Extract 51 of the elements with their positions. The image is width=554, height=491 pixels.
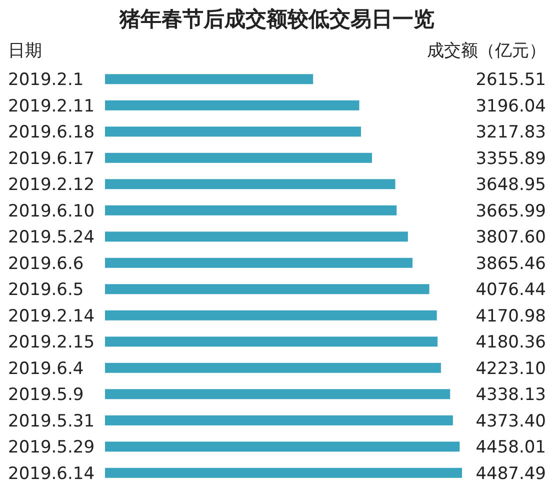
y-tick-label: 2019.2.14	[8, 306, 95, 326]
bar	[105, 179, 396, 190]
bar	[105, 152, 372, 163]
bar	[105, 468, 462, 478]
bar	[105, 258, 413, 268]
bar	[105, 310, 437, 320]
data-label: 4338.13	[476, 385, 546, 406]
y-tick-label: 2019.6.6	[8, 254, 84, 274]
data-label: 3648.95	[476, 175, 546, 196]
y-tick-label: 2019.6.4	[8, 358, 84, 379]
bar	[105, 442, 460, 452]
y-axis-title: 日期	[8, 41, 42, 61]
chart-title: 猪年春节后成交额较低交易日一览	[118, 7, 434, 31]
y-tick-label: 2019.5.24	[8, 228, 95, 248]
y-tick-label: 2019.6.10	[8, 201, 95, 222]
bar	[105, 362, 441, 373]
bar	[105, 74, 314, 84]
y-tick-label: 2019.6.5	[8, 280, 84, 300]
y-tick-label: 2019.2.1	[8, 70, 84, 90]
y-tick-label: 2019.5.29	[8, 438, 95, 458]
bar	[105, 100, 360, 110]
y-tick-label: 2019.6.14	[8, 464, 95, 484]
data-label: 3665.99	[476, 201, 546, 222]
data-label: 4170.98	[476, 306, 546, 326]
bar	[105, 232, 408, 242]
data-label: 4373.40	[476, 411, 546, 432]
bar	[105, 284, 430, 294]
bar	[105, 389, 450, 400]
data-label: 3865.46	[476, 254, 546, 274]
data-label: 4180.36	[476, 332, 546, 353]
data-label: 3217.83	[476, 122, 546, 143]
data-label: 4458.01	[476, 438, 546, 458]
x-axis-title: 成交额（亿元）	[427, 41, 546, 61]
y-tick-label: 2019.2.11	[8, 96, 95, 116]
data-label: 3355.89	[476, 148, 546, 169]
bar	[105, 126, 361, 137]
bar	[105, 415, 453, 426]
data-label: 3196.04	[476, 96, 546, 116]
y-tick-label: 2019.2.15	[8, 332, 95, 353]
y-tick-label: 2019.2.12	[8, 175, 95, 196]
bar	[105, 205, 397, 216]
y-tick-label: 2019.6.17	[8, 148, 95, 169]
bar	[105, 336, 438, 347]
data-label: 4487.49	[476, 464, 546, 484]
data-label: 3807.60	[476, 228, 546, 248]
y-tick-label: 2019.6.18	[8, 122, 95, 143]
y-tick-label: 2019.5.31	[8, 411, 95, 432]
data-label: 2615.51	[476, 70, 546, 90]
data-label: 4223.10	[476, 358, 546, 379]
y-tick-label: 2019.5.9	[8, 385, 84, 406]
data-label: 4076.44	[476, 280, 546, 300]
